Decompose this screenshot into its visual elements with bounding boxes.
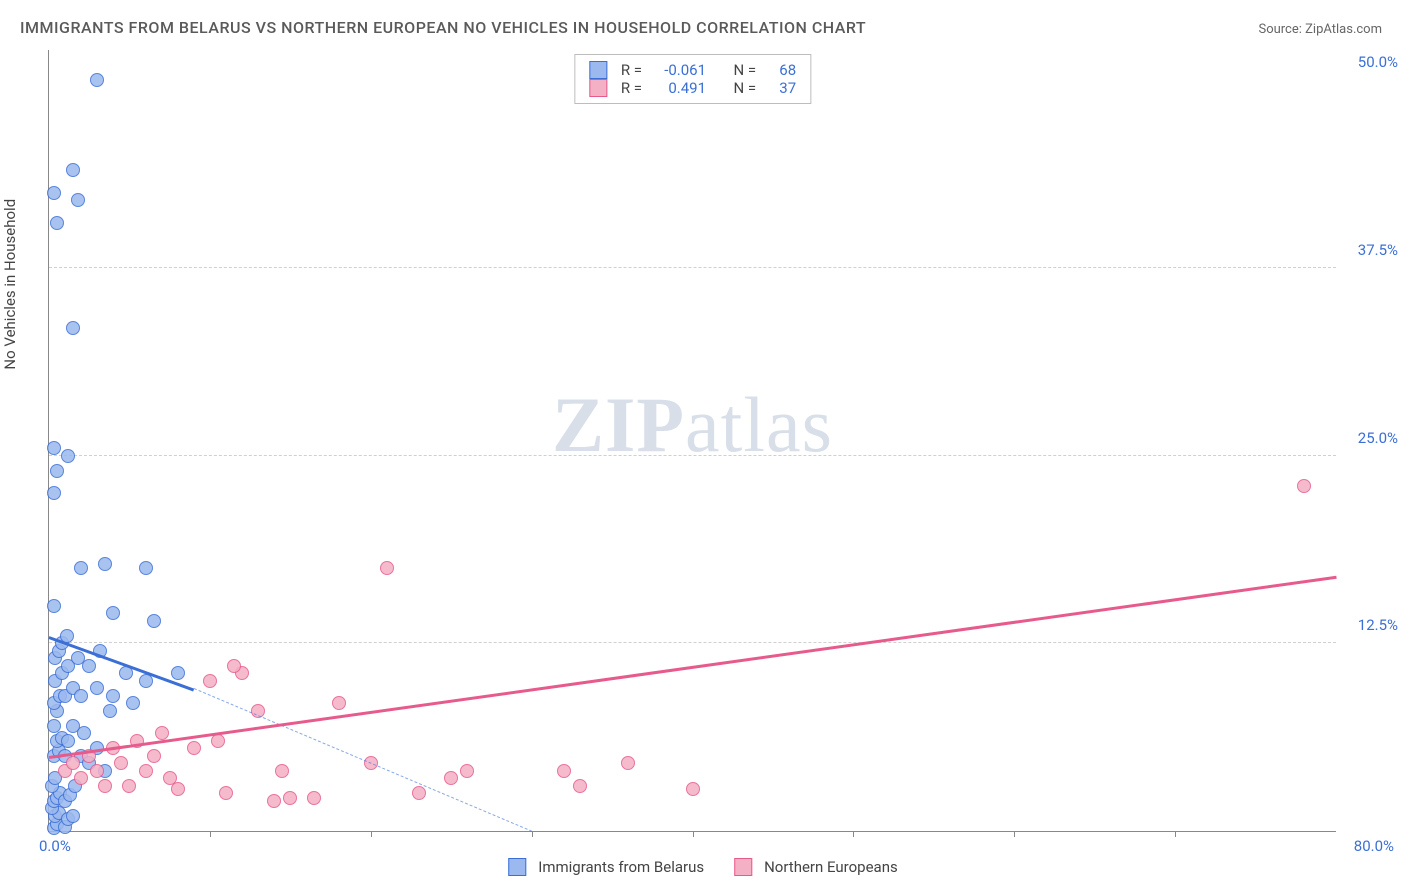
legend-correlation-row: R = 0.491 N = 37: [589, 79, 796, 97]
legend-series-label: Immigrants from Belarus: [538, 858, 704, 876]
data-point: [47, 719, 61, 733]
data-point: [66, 809, 80, 823]
data-point: [106, 689, 120, 703]
y-tick-label: 37.5%: [1358, 241, 1398, 259]
n-value: 68: [766, 61, 796, 79]
y-tick-label: 12.5%: [1358, 616, 1398, 634]
data-point: [187, 741, 201, 755]
data-point: [50, 464, 64, 478]
legend-swatch: [734, 858, 752, 876]
r-value: 0.491: [652, 79, 706, 97]
y-gridline: [49, 455, 1336, 456]
n-label: N =: [734, 79, 757, 97]
legend-swatch: [508, 858, 526, 876]
y-gridline: [49, 267, 1336, 268]
r-label: R =: [621, 61, 642, 79]
r-value: -0.061: [652, 61, 706, 79]
plot-area: ZIPatlas R = -0.061 N = 68R = 0.491 N = 37 0…: [48, 50, 1336, 832]
data-point: [171, 782, 185, 796]
data-point: [50, 216, 64, 230]
x-tick: [532, 831, 533, 837]
data-point: [1297, 479, 1311, 493]
y-tick-label: 25.0%: [1358, 429, 1398, 447]
y-gridline: [49, 642, 1336, 643]
legend-series: Immigrants from Belarus Northern European…: [508, 858, 897, 876]
chart-title: IMMIGRANTS FROM BELARUS VS NORTHERN EURO…: [20, 18, 866, 37]
y-axis-label: No Vehicles in Household: [1, 199, 19, 370]
data-point: [74, 561, 88, 575]
x-tick: [371, 831, 372, 837]
legend-swatch: [589, 61, 607, 79]
data-point: [77, 726, 91, 740]
x-tick: [853, 831, 854, 837]
data-point: [219, 786, 233, 800]
data-point: [444, 771, 458, 785]
y-tick-label: 50.0%: [1358, 53, 1398, 71]
data-point: [573, 779, 587, 793]
data-point: [47, 186, 61, 200]
data-point: [47, 486, 61, 500]
data-point: [147, 614, 161, 628]
data-point: [103, 704, 117, 718]
data-point: [106, 606, 120, 620]
data-point: [98, 779, 112, 793]
data-point: [90, 73, 104, 87]
data-point: [61, 734, 75, 748]
source-attribution: Source: ZipAtlas.com: [1258, 22, 1382, 37]
data-point: [90, 764, 104, 778]
watermark: ZIPatlas: [552, 380, 833, 470]
legend-series-label: Northern Europeans: [764, 858, 898, 876]
data-point: [66, 321, 80, 335]
data-point: [412, 786, 426, 800]
data-point: [74, 771, 88, 785]
data-point: [171, 666, 185, 680]
data-point: [307, 791, 321, 805]
data-point: [380, 561, 394, 575]
legend-correlation-row: R = -0.061 N = 68: [589, 61, 796, 79]
data-point: [460, 764, 474, 778]
data-point: [686, 782, 700, 796]
x-tick: [210, 831, 211, 837]
data-point: [147, 749, 161, 763]
data-point: [155, 726, 169, 740]
data-point: [267, 794, 281, 808]
legend-swatch: [589, 79, 607, 97]
data-point: [66, 756, 80, 770]
x-axis-origin-label: 0.0%: [39, 837, 71, 855]
n-value: 37: [766, 79, 796, 97]
data-point: [90, 681, 104, 695]
data-point: [139, 674, 153, 688]
trend-line-extrapolation: [194, 688, 532, 832]
n-label: N =: [734, 61, 757, 79]
data-point: [211, 734, 225, 748]
x-tick: [1014, 831, 1015, 837]
data-point: [98, 557, 112, 571]
x-tick: [693, 831, 694, 837]
legend-correlation: R = -0.061 N = 68 R = 0.491 N = 37: [574, 54, 811, 104]
data-point: [283, 791, 297, 805]
data-point: [126, 696, 140, 710]
data-point: [71, 193, 85, 207]
x-tick: [1175, 831, 1176, 837]
x-axis-max-label: 80.0%: [1354, 837, 1394, 855]
data-point: [139, 764, 153, 778]
legend-series-item: Immigrants from Belarus: [508, 858, 704, 876]
data-point: [61, 449, 75, 463]
data-point: [557, 764, 571, 778]
data-point: [74, 689, 88, 703]
data-point: [203, 674, 217, 688]
data-point: [47, 441, 61, 455]
data-point: [227, 659, 241, 673]
data-point: [332, 696, 346, 710]
legend-series-item: Northern Europeans: [734, 858, 898, 876]
data-point: [47, 599, 61, 613]
data-point: [275, 764, 289, 778]
data-point: [139, 561, 153, 575]
data-point: [114, 756, 128, 770]
data-point: [82, 659, 96, 673]
data-point: [66, 163, 80, 177]
data-point: [122, 779, 136, 793]
data-point: [621, 756, 635, 770]
r-label: R =: [621, 79, 642, 97]
